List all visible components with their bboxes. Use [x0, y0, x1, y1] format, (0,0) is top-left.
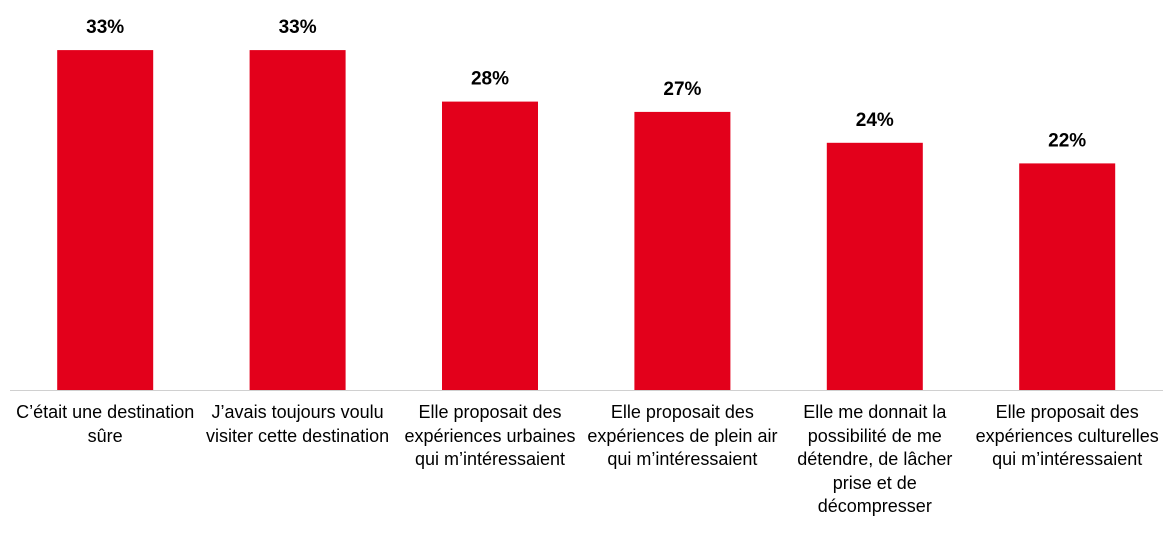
x-tick-label: Elle me donnait la possibilité de me dét…: [797, 402, 953, 516]
value-label: 33%: [279, 17, 317, 38]
bar: [826, 142, 923, 390]
x-tick-label: C’était une destination sûre: [16, 402, 195, 446]
value-label: 33%: [86, 17, 124, 38]
x-tick-label: J’avais toujours voulu visiter cette des…: [206, 402, 390, 446]
bar: [249, 50, 346, 390]
value-label: 22%: [1048, 130, 1086, 151]
bar: [442, 101, 538, 390]
x-tick-label: Elle proposait des expériences urbaines …: [404, 402, 576, 469]
x-tick-label: Elle proposait des expériences culturell…: [975, 402, 1159, 469]
bar: [57, 50, 154, 390]
value-label: 27%: [663, 79, 701, 100]
value-label: 24%: [856, 110, 894, 131]
value-label: 28%: [471, 69, 509, 90]
bar: [634, 111, 731, 391]
x-tick-label: Elle proposait des expériences de plein …: [587, 402, 778, 469]
bar: [1019, 163, 1116, 390]
